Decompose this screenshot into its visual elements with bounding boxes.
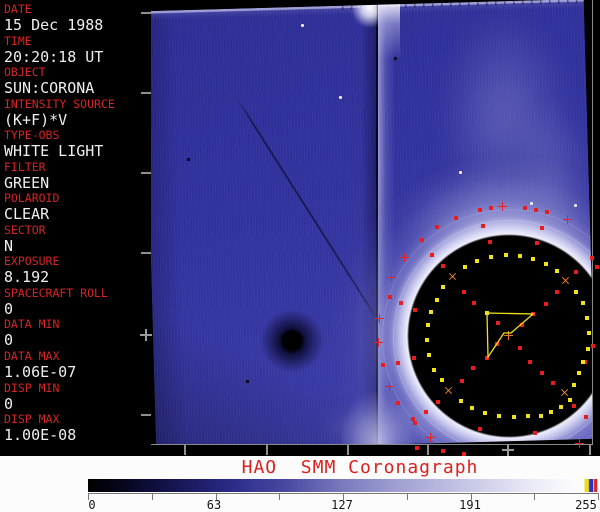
metadata-field-value: 8.192 bbox=[4, 268, 50, 287]
intensity-colorbar bbox=[88, 479, 598, 492]
colorbar-tick bbox=[534, 494, 536, 500]
colorbar-tick-label: 0 bbox=[88, 498, 96, 512]
metadata-field-value: 0 bbox=[4, 394, 14, 413]
red-fiducial-dot bbox=[595, 265, 599, 269]
frame-bottom-line bbox=[151, 444, 593, 445]
colorbar-tick bbox=[470, 494, 472, 500]
metadata-field-label: DATA MAX bbox=[4, 350, 60, 364]
metadata-field: DISP MIN 0 bbox=[0, 382, 150, 414]
colorbar-axis-line bbox=[88, 493, 599, 494]
metadata-field-value: 20:20:18 UT bbox=[4, 47, 104, 66]
metadata-field-value: 0 bbox=[4, 331, 14, 350]
metadata-field: POLAROID CLEAR bbox=[0, 192, 150, 224]
axis-tick-bottom bbox=[347, 445, 349, 455]
sun-center-axis-marker bbox=[502, 444, 514, 456]
metadata-field-label: POLAROID bbox=[4, 192, 60, 206]
metadata-field-label: DATE bbox=[4, 3, 32, 16]
colorbar-tick bbox=[343, 494, 344, 500]
colorbar-tick bbox=[279, 494, 281, 500]
pylon-top-flare-right bbox=[378, 0, 400, 60]
colorbar-tick-label: 127 bbox=[331, 498, 353, 512]
instrument-title: HAO SMM Coronagraph bbox=[241, 457, 479, 478]
metadata-field-value: N bbox=[4, 236, 14, 255]
metadata-field-value: 1.00E-08 bbox=[4, 426, 77, 445]
metadata-field-value: WHITE LIGHT bbox=[4, 142, 104, 161]
metadata-field-label: OBJECT bbox=[4, 66, 46, 80]
red-fiducial-dot bbox=[441, 449, 445, 453]
pylon-top-flare-left bbox=[351, 1, 378, 28]
metadata-field: OBJECT SUN:CORONA bbox=[0, 66, 150, 98]
metadata-field-label: SECTOR bbox=[4, 223, 46, 237]
metadata-field-label: DISP MIN bbox=[4, 381, 60, 395]
colorbar-tick-label: 255 bbox=[575, 498, 597, 512]
metadata-field: DISP MAX 1.00E-08 bbox=[0, 413, 150, 445]
colorbar-tick bbox=[598, 494, 599, 500]
metadata-field-label: TIME bbox=[4, 34, 32, 48]
metadata-field-value: 15 Dec 1988 bbox=[4, 16, 104, 34]
image-boundary-mask bbox=[151, 0, 593, 444]
metadata-field-label: DISP MAX bbox=[4, 413, 60, 427]
metadata-field-label: EXPOSURE bbox=[4, 255, 60, 269]
metadata-field: SECTOR N bbox=[0, 224, 150, 256]
metadata-field: TYPE-OBS WHITE LIGHT bbox=[0, 129, 150, 161]
metadata-field: INTENSITY SOURCE (K+F)*V bbox=[0, 98, 150, 130]
red-fiducial-dot bbox=[415, 446, 419, 450]
axis-tick-bottom bbox=[427, 445, 429, 455]
metadata-field: DATA MAX 1.06E-07 bbox=[0, 350, 150, 382]
metadata-field-value: GREEN bbox=[4, 173, 50, 192]
metadata-field-label: INTENSITY SOURCE bbox=[4, 97, 115, 111]
metadata-field: FILTER GREEN bbox=[0, 161, 150, 193]
coronagraph-frame bbox=[151, 0, 593, 444]
metadata-field-label: SPACECRAFT ROLL bbox=[4, 286, 108, 300]
metadata-panel: DATE 15 Dec 1988 TIME 20:20:18 UT OBJECT SUN:… bbox=[0, 0, 150, 456]
metadata-field: DATA MIN 0 bbox=[0, 318, 150, 350]
metadata-field-label: TYPE-OBS bbox=[4, 129, 60, 143]
metadata-field-value: 0 bbox=[4, 299, 14, 318]
axis-tick-bottom bbox=[589, 445, 591, 455]
metadata-field-value: SUN:CORONA bbox=[4, 79, 95, 98]
metadata-field-value: 1.06E-07 bbox=[4, 363, 77, 382]
colorbar-tick-label: 63 bbox=[206, 498, 222, 512]
axis-tick-bottom bbox=[184, 445, 186, 455]
metadata-field-label: DATA MIN bbox=[4, 318, 60, 332]
colorbar-tick bbox=[406, 494, 408, 500]
axis-tick-bottom bbox=[266, 445, 268, 455]
metadata-field-label: FILTER bbox=[4, 160, 46, 174]
metadata-field-value: CLEAR bbox=[4, 205, 50, 224]
metadata-field: SPACECRAFT ROLL 0 bbox=[0, 287, 150, 319]
metadata-field: DATE 15 Dec 1988 bbox=[0, 3, 150, 35]
colorbar-tick bbox=[88, 494, 89, 500]
metadata-field-value: (K+F)*V bbox=[4, 110, 68, 129]
bottom-strip: HAO SMM Coronagraph 0 63 127 191 255 bbox=[0, 456, 600, 512]
colorbar-tick bbox=[215, 494, 217, 500]
colorbar-tick-label: 191 bbox=[459, 498, 481, 512]
colorbar-tick bbox=[151, 494, 153, 500]
metadata-field: TIME 20:20:18 UT bbox=[0, 35, 150, 67]
metadata-field: EXPOSURE 8.192 bbox=[0, 255, 150, 287]
